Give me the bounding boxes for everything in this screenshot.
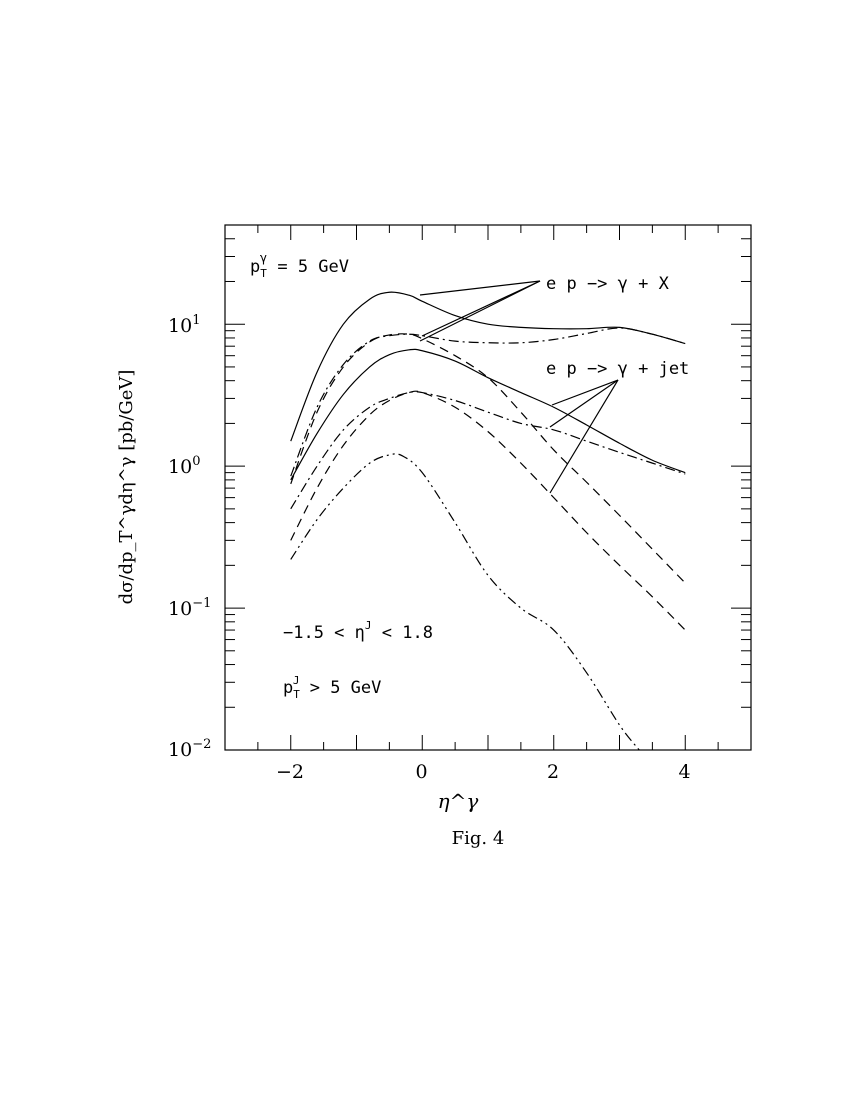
series-line-5 <box>290 391 686 510</box>
series-line-1 <box>290 291 686 442</box>
y-tick-mantissa: 10 <box>168 598 192 620</box>
pt-jet-rest: > 5 GeV <box>300 678 382 698</box>
eta-cut-sup: J <box>365 619 372 632</box>
x-tick-label: 2 <box>547 761 559 783</box>
pt-jet-cut-label: pTJ > 5 GeV <box>283 674 381 701</box>
y-tick-exponent: 1 <box>192 313 200 328</box>
pointer-line <box>551 379 619 406</box>
series-line-7 <box>290 453 640 750</box>
y-tick-label: 10−1 <box>168 596 211 620</box>
y-tick-labels: 10−2 10−1 100 101 <box>168 313 211 761</box>
pt-gamma-rest: = 5 GeV <box>267 257 349 277</box>
y-tick-label: 100 <box>168 454 200 478</box>
eta-cut-left: −1.5 < η <box>283 623 365 643</box>
y-tick-exponent: −1 <box>192 596 211 611</box>
pt-jet-sub: T <box>293 688 300 701</box>
process-jet-label: e p −> γ + jet <box>546 359 689 379</box>
pt-jet-sup: J <box>293 674 300 687</box>
y-tick-exponent: −2 <box>192 737 211 752</box>
eta-jet-cut-label: −1.5 < ηJ < 1.8 <box>283 619 433 643</box>
y-tick-exponent: 0 <box>192 454 200 469</box>
x-tick-labels: −2 0 2 4 <box>276 761 691 783</box>
y-tick-label: 101 <box>168 313 200 337</box>
pointer-line <box>419 280 541 296</box>
x-tick-label: 4 <box>678 761 690 783</box>
y-axis-title: dσ/dp_T^γdη^γ [pb/GeV] <box>116 370 137 605</box>
pt-gamma-sub: T <box>260 267 267 280</box>
pointer-line <box>549 379 619 494</box>
x-tick-label: −2 <box>276 761 304 783</box>
figure-caption: Fig. 4 <box>452 828 505 849</box>
series-line-3 <box>290 333 686 584</box>
series-line-4 <box>290 348 686 481</box>
series-line-6 <box>290 390 686 631</box>
annotation-pointers <box>419 280 619 494</box>
pointer-line <box>549 379 619 428</box>
y-tick-mantissa: 10 <box>168 456 192 478</box>
pointer-line <box>419 280 541 342</box>
x-tick-label: 0 <box>415 761 427 783</box>
axis-ticks <box>224 224 752 751</box>
pt-gamma-label: pTγ = 5 GeV <box>250 251 349 280</box>
x-axis-title: η^γ <box>438 789 479 813</box>
pt-jet-p: p <box>283 678 293 698</box>
y-tick-mantissa: 10 <box>168 315 192 337</box>
y-tick-mantissa: 10 <box>168 739 192 761</box>
pt-gamma-p: p <box>250 257 260 277</box>
pt-gamma-sup: γ <box>260 251 267 265</box>
y-tick-label: 10−2 <box>168 737 211 761</box>
series-curves <box>290 291 686 750</box>
eta-cut-right: < 1.8 <box>372 623 433 643</box>
series-line-2 <box>290 327 686 477</box>
process-x-label: e p −> γ + X <box>546 274 670 294</box>
